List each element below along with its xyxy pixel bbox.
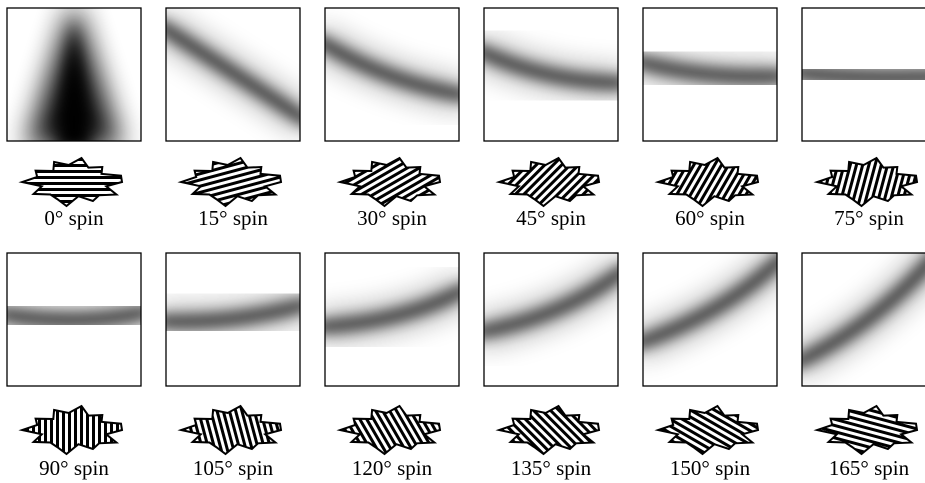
panel-frame [324,7,460,142]
density-curve [166,23,300,123]
density-image [802,253,925,386]
density-curve [643,57,777,82]
texture-blob [813,156,919,208]
panel-label: 30° spin [357,206,427,230]
texture-blob [654,404,760,456]
panel-frame [801,7,925,142]
panel-frame [642,252,778,387]
panel-label: 105° spin [193,456,274,480]
panel-label: 135° spin [511,456,592,480]
density-image [484,8,618,141]
panel-frame [483,7,619,142]
density-curve [484,47,618,88]
panel-label: 90° spin [39,456,109,480]
panel-label: 120° spin [352,456,433,480]
panel-label: 150° spin [670,456,751,480]
panel: 75° spin [801,7,925,230]
density-image [643,253,777,386]
density-image [802,8,925,141]
density-curve [802,68,925,83]
texture-blob [336,156,442,208]
panel-frame [642,7,778,142]
panel: 15° spin [165,7,301,230]
density-curve [643,255,777,347]
texture-blob [654,156,760,208]
density-image [643,8,777,141]
panel: 105° spin [165,252,301,480]
texture-blob [177,156,283,208]
panel-frame [6,7,142,142]
density-curve [484,268,618,337]
density-image [325,253,459,386]
panel-frame [483,252,619,387]
panel: 135° spin [483,252,619,480]
panel: 120° spin [324,252,460,480]
texture-blob [336,404,442,456]
panel: 30° spin [324,7,460,230]
texture-blob [495,404,601,456]
panel-label: 75° spin [834,206,904,230]
panel: 0° spin [6,7,142,230]
density-image [7,8,141,141]
density-curve [802,260,925,366]
texture-blob [177,404,283,456]
panel-frame [324,252,460,387]
panel: 60° spin [642,7,778,230]
density-image [325,8,459,141]
texture-blob [18,156,124,208]
panel-frame [6,252,142,387]
density-image [166,8,300,141]
panel: 90° spin [6,252,142,480]
density-image [484,253,618,386]
density-image [166,253,300,386]
panel: 150° spin [642,252,778,480]
panel-label: 0° spin [44,206,104,230]
density-curve [325,38,459,100]
density-curve [325,286,459,332]
density-curve [166,300,300,327]
density-image [7,253,141,386]
panel-label: 15° spin [198,206,268,230]
panel: 45° spin [483,7,619,230]
panel-label: 165° spin [829,456,910,480]
panel-label: 45° spin [516,206,586,230]
panel-label: 60° spin [675,206,745,230]
panel-frame [165,252,301,387]
texture-blob [495,156,601,208]
panel: 165° spin [801,252,925,480]
panel-frame [165,7,301,142]
panel-frame [801,252,925,387]
density-curve [7,307,141,326]
texture-blob [813,404,919,456]
texture-blob [18,404,124,456]
